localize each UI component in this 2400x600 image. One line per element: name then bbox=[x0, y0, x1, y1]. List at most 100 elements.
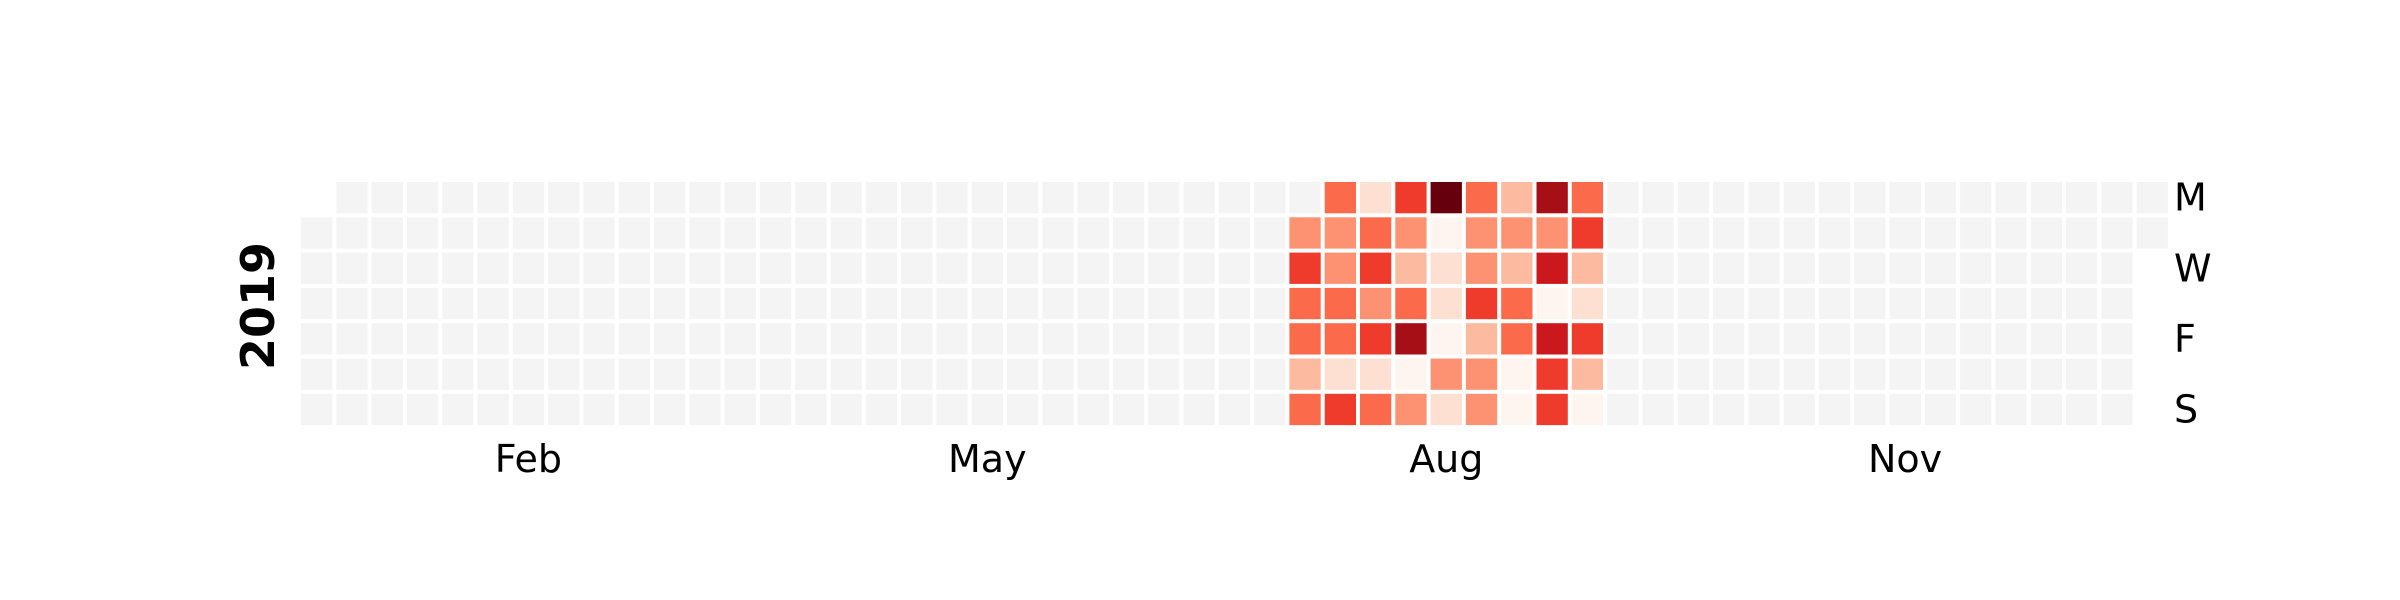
heatmap-cell-active bbox=[1289, 323, 1321, 355]
heatmap-cell-active bbox=[1536, 182, 1568, 214]
heatmap-cell bbox=[1677, 393, 1709, 426]
heatmap-cell-active bbox=[1360, 252, 1392, 284]
heatmap-cell bbox=[1007, 287, 1039, 320]
heatmap-cell bbox=[1854, 323, 1886, 355]
heatmap-cell-active bbox=[1465, 287, 1498, 320]
heatmap-cell bbox=[759, 393, 792, 426]
heatmap-cell bbox=[971, 182, 1003, 214]
heatmap-cell bbox=[1924, 252, 1957, 284]
heatmap-cell bbox=[936, 217, 968, 249]
heatmap-cell-active bbox=[1536, 358, 1568, 390]
heatmap-cell bbox=[1642, 323, 1674, 355]
heatmap-cell bbox=[1748, 393, 1780, 426]
heatmap-cell bbox=[1960, 182, 1992, 214]
heatmap-cell bbox=[301, 252, 333, 284]
heatmap-cell-active bbox=[1465, 393, 1498, 426]
heatmap-cell bbox=[2066, 393, 2098, 426]
heatmap-cell bbox=[1818, 217, 1851, 249]
heatmap-cell bbox=[936, 393, 968, 426]
heatmap-cell bbox=[830, 393, 862, 426]
heatmap-cell bbox=[548, 287, 580, 320]
heatmap-cell bbox=[1748, 287, 1780, 320]
heatmap-cell bbox=[689, 323, 721, 355]
heatmap-cell bbox=[1007, 217, 1039, 249]
heatmap-cell bbox=[1642, 287, 1674, 320]
heatmap-cell bbox=[1713, 358, 1745, 390]
heatmap-cell bbox=[2030, 323, 2062, 355]
heatmap-cell bbox=[512, 252, 545, 284]
heatmap-cell bbox=[1783, 323, 1815, 355]
heatmap-cell bbox=[477, 217, 509, 249]
weekday-tick-label: M bbox=[2174, 176, 2207, 220]
heatmap-cell bbox=[724, 287, 756, 320]
heatmap-cell-active bbox=[1289, 393, 1321, 426]
heatmap-cell bbox=[477, 252, 509, 284]
heatmap-cell-active bbox=[1536, 287, 1568, 320]
heatmap-cell bbox=[865, 323, 898, 355]
heatmap-cell bbox=[795, 182, 827, 214]
heatmap-cell bbox=[830, 358, 862, 390]
heatmap-cell bbox=[1642, 393, 1674, 426]
heatmap-cell bbox=[1677, 217, 1709, 249]
heatmap-cell bbox=[442, 323, 474, 355]
heatmap-cell bbox=[971, 252, 1003, 284]
heatmap-cell bbox=[1077, 217, 1109, 249]
heatmap-cell bbox=[830, 217, 862, 249]
heatmap-cell bbox=[1148, 182, 1180, 214]
heatmap-cell bbox=[406, 217, 439, 249]
heatmap-cell bbox=[1218, 393, 1251, 426]
heatmap-cell bbox=[2030, 217, 2062, 249]
heatmap-cell bbox=[1007, 358, 1039, 390]
heatmap-cell bbox=[1818, 287, 1851, 320]
heatmap-cell bbox=[618, 393, 650, 426]
heatmap-cell bbox=[724, 358, 756, 390]
heatmap-cell bbox=[724, 323, 756, 355]
heatmap-cell bbox=[1077, 252, 1109, 284]
heatmap-cell bbox=[336, 217, 368, 249]
heatmap-cell-active bbox=[1571, 358, 1604, 390]
heatmap-cell bbox=[901, 182, 933, 214]
heatmap-cell bbox=[1924, 358, 1957, 390]
heatmap-cell bbox=[406, 323, 439, 355]
heatmap-cell bbox=[1854, 287, 1886, 320]
heatmap-cell bbox=[1254, 323, 1286, 355]
heatmap-cell bbox=[865, 217, 898, 249]
heatmap-cell-active bbox=[1465, 182, 1498, 214]
heatmap-cell bbox=[759, 217, 792, 249]
heatmap-cell bbox=[512, 393, 545, 426]
heatmap-cells bbox=[301, 182, 2168, 426]
heatmap-cell-active bbox=[1501, 323, 1533, 355]
heatmap-cell bbox=[1254, 182, 1286, 214]
heatmap-cell bbox=[1854, 182, 1886, 214]
heatmap-cell bbox=[830, 252, 862, 284]
heatmap-cell bbox=[936, 182, 968, 214]
heatmap-cell bbox=[2030, 393, 2062, 426]
heatmap-cell bbox=[759, 323, 792, 355]
heatmap-cell bbox=[1218, 252, 1251, 284]
heatmap-cell bbox=[1254, 358, 1286, 390]
heatmap-cell-active bbox=[1324, 358, 1356, 390]
heatmap-cell bbox=[724, 393, 756, 426]
heatmap-cell-active bbox=[1571, 182, 1604, 214]
heatmap-cell bbox=[724, 217, 756, 249]
heatmap-cell bbox=[1112, 393, 1145, 426]
heatmap-cell bbox=[1183, 393, 1215, 426]
heatmap-cell bbox=[1995, 217, 2027, 249]
heatmap-cell bbox=[1077, 323, 1109, 355]
heatmap-cell bbox=[618, 358, 650, 390]
heatmap-cell bbox=[1783, 252, 1815, 284]
heatmap-cell bbox=[901, 217, 933, 249]
heatmap-cell bbox=[2030, 252, 2062, 284]
heatmap-cell bbox=[2066, 252, 2098, 284]
heatmap-cell bbox=[936, 287, 968, 320]
heatmap-cell bbox=[689, 393, 721, 426]
heatmap-cell bbox=[1748, 323, 1780, 355]
heatmap-cell bbox=[724, 182, 756, 214]
heatmap-cell bbox=[1607, 358, 1639, 390]
heatmap-cell bbox=[971, 393, 1003, 426]
heatmap-cell-active bbox=[1465, 217, 1498, 249]
heatmap-cell bbox=[1183, 252, 1215, 284]
heatmap-cell bbox=[548, 217, 580, 249]
heatmap-cell bbox=[759, 252, 792, 284]
heatmap-cell bbox=[759, 287, 792, 320]
